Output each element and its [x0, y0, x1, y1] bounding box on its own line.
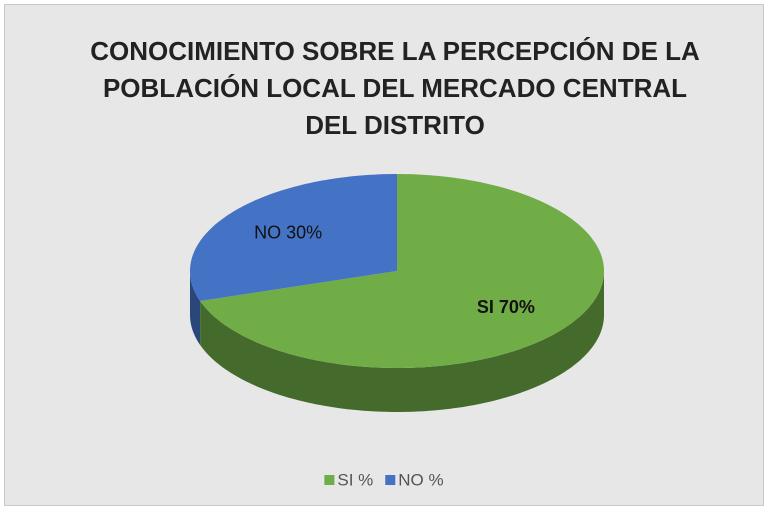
plot: SI 70% NO 30% SI % NO %	[190, 174, 604, 489]
slice-side	[200, 271, 604, 412]
data-label: SI 70%	[477, 297, 535, 317]
slice	[190, 174, 397, 301]
slice	[200, 174, 604, 368]
legend-swatch	[324, 475, 335, 485]
chart-title: CONOCIMIENTO SOBRE LA PERCEPCIÓN DE LA P…	[90, 36, 700, 140]
legend-label: SI %	[337, 470, 373, 489]
chart: CONOCIMIENTO SOBRE LA PERCEPCIÓN DE LA P…	[4, 4, 764, 506]
legend-label: NO %	[398, 470, 443, 489]
slice-side	[190, 271, 201, 345]
data-label: NO 30%	[254, 223, 322, 243]
legend-swatch	[385, 475, 396, 485]
